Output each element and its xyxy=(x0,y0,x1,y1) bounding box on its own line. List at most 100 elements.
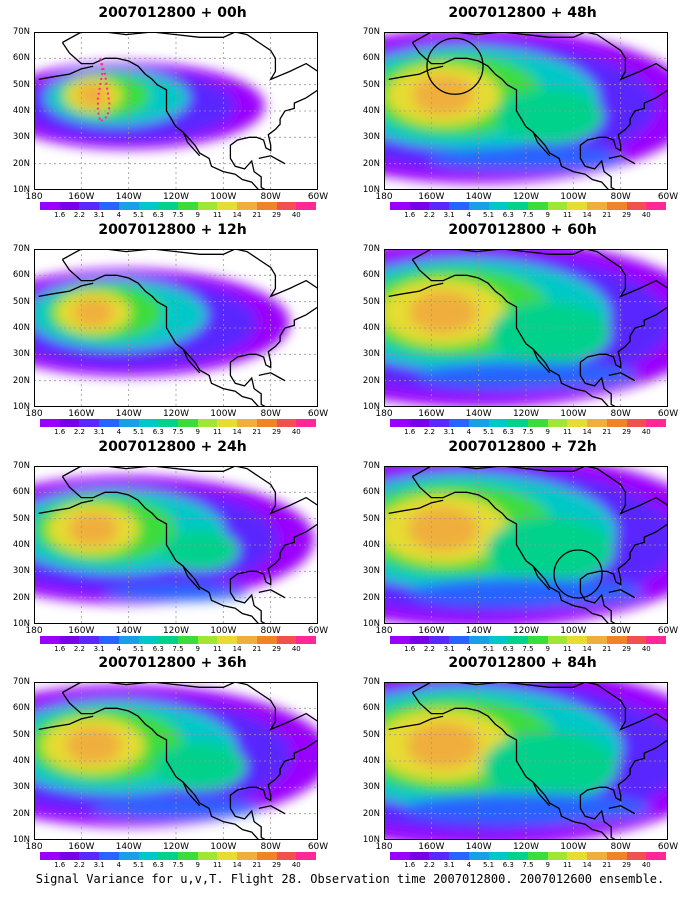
colorbar-label: 11 xyxy=(562,861,572,869)
colorbar-label: 21 xyxy=(252,211,262,219)
colorbar-label: 21 xyxy=(602,428,612,436)
colorbar-swatch xyxy=(528,636,548,644)
colorbar-swatch xyxy=(59,419,80,427)
colorbar-swatch xyxy=(429,202,450,210)
latitude-label: 40N xyxy=(362,756,380,766)
colorbar-label: 6.3 xyxy=(502,428,514,436)
colorbar-label: 3.1 xyxy=(93,211,105,219)
colorbar-label: 29 xyxy=(622,211,632,219)
colorbar-label: 14 xyxy=(232,211,242,219)
colorbar-label: 11 xyxy=(562,428,572,436)
colorbar-swatch xyxy=(567,202,588,210)
colorbar-swatch xyxy=(217,202,238,210)
colorbar-swatch xyxy=(449,419,469,427)
colorbar-swatch xyxy=(197,636,218,644)
latitude-label: 20N xyxy=(362,808,380,819)
latitude-label: 40N xyxy=(362,540,380,550)
colorbar-label: 2.2 xyxy=(423,861,435,869)
colorbar-swatch xyxy=(429,852,450,860)
longitude-label: 180 xyxy=(375,626,393,636)
colorbar-label: 2.2 xyxy=(73,645,85,653)
colorbar-label: 40 xyxy=(641,211,651,219)
colorbar-swatch xyxy=(99,636,119,644)
variance-contour xyxy=(153,742,246,791)
coastline xyxy=(411,692,610,840)
colorbar-label: 7.5 xyxy=(172,645,184,653)
latitude-label: 60N xyxy=(12,487,30,498)
coastline xyxy=(258,805,286,815)
colorbar-label: 40 xyxy=(641,428,651,436)
coastline xyxy=(61,42,260,190)
map-panel: 2007012800 + 60h 70N 60N 50N 40N 30N 20N 10N 180… xyxy=(350,219,695,436)
panel-title: 2007012800 + 60h xyxy=(448,222,597,238)
coastline xyxy=(608,589,636,599)
longitude-label: 160W xyxy=(68,626,95,636)
coastline xyxy=(38,282,94,298)
colorbar-label: 9 xyxy=(195,428,200,436)
colorbar-swatch xyxy=(118,636,139,644)
coastline xyxy=(182,348,201,374)
map-plot xyxy=(34,682,318,840)
latitude-label: 10N xyxy=(362,835,380,845)
latitude-label: 70N xyxy=(12,244,30,254)
latitude-label: 70N xyxy=(362,27,380,37)
colorbar-label: 29 xyxy=(272,861,282,869)
longitude-label: 120W xyxy=(162,409,190,419)
colorbar-label: 6.3 xyxy=(152,428,164,436)
colorbar-label: 6.3 xyxy=(502,645,514,653)
longitude-label: 100W xyxy=(560,626,587,636)
colorbar-swatch xyxy=(276,636,297,644)
latitude-label: 40N xyxy=(362,323,380,333)
colorbar xyxy=(40,852,317,860)
variance-contour xyxy=(68,512,119,546)
colorbar-swatch xyxy=(296,202,317,210)
colorbar-swatch xyxy=(567,636,588,644)
colorbar-swatch xyxy=(449,852,469,860)
longitude-label: 60W xyxy=(307,626,329,636)
longitude-label: 120W xyxy=(162,842,190,852)
colorbar-swatch xyxy=(390,852,410,860)
colorbar-swatch xyxy=(237,852,257,860)
colorbar-label: 29 xyxy=(272,428,282,436)
colorbar-label: 3.1 xyxy=(93,645,105,653)
panel-title: 2007012800 + 84h xyxy=(448,655,597,671)
colorbar-swatch xyxy=(547,419,568,427)
colorbar-swatch xyxy=(276,419,297,427)
variance-contour xyxy=(485,517,614,584)
colorbar-label: 21 xyxy=(252,428,262,436)
variance-contour xyxy=(409,290,477,334)
colorbar-swatch xyxy=(118,852,139,860)
colorbar-swatch xyxy=(178,202,198,210)
longitude-label: 160W xyxy=(418,409,445,419)
colorbar-label: 40 xyxy=(291,861,301,869)
colorbar-swatch xyxy=(508,636,529,644)
longitude-label: 100W xyxy=(560,842,587,852)
colorbar xyxy=(40,636,317,644)
map-plot xyxy=(34,249,318,407)
colorbar-label: 2.2 xyxy=(423,645,435,653)
colorbar-label: 4 xyxy=(116,861,122,869)
colorbar-swatch xyxy=(296,852,317,860)
latitude-label: 70N xyxy=(12,461,30,471)
colorbar-label: 7.5 xyxy=(172,211,184,219)
coastline xyxy=(182,565,201,591)
longitude-label: 140W xyxy=(465,842,492,852)
longitude-label: 100W xyxy=(210,626,237,636)
colorbar-label: 1.6 xyxy=(404,861,416,869)
longitude-label: 60W xyxy=(657,409,679,419)
colorbar-label: 29 xyxy=(622,645,632,653)
longitude-label: 60W xyxy=(657,842,679,852)
longitude-label: 100W xyxy=(560,409,587,419)
latitude-label: 60N xyxy=(362,703,380,714)
variance-contour xyxy=(496,88,603,144)
colorbar-swatch xyxy=(296,419,317,427)
colorbar-swatch xyxy=(508,419,529,427)
coastline xyxy=(608,372,636,382)
longitude-label: 120W xyxy=(512,192,540,202)
longitude-label: 180 xyxy=(25,192,43,202)
colorbar-label: 6.3 xyxy=(152,861,164,869)
longitude-label: 160W xyxy=(418,626,445,636)
colorbar-swatch xyxy=(488,636,509,644)
coastline xyxy=(532,565,551,591)
longitude-label: 140W xyxy=(115,842,142,852)
